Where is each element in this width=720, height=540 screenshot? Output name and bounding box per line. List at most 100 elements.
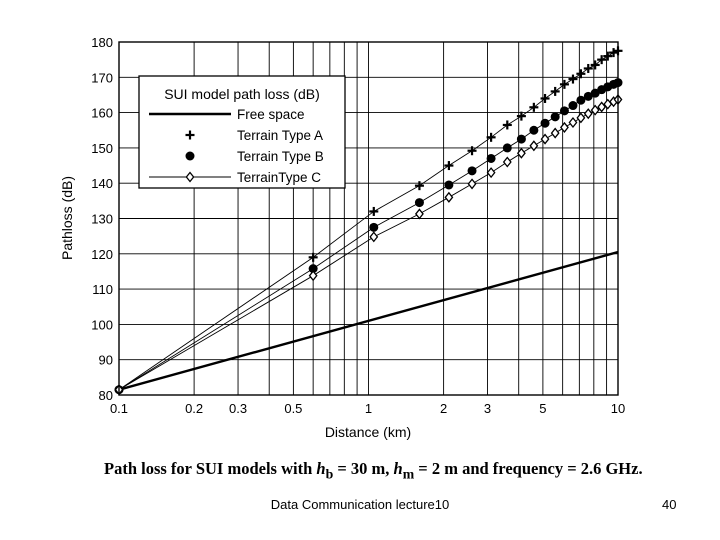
- caption-hm-symbol: h: [393, 459, 403, 478]
- caption-hm-value: = 2 m and frequency = 2.6 GHz.: [414, 459, 643, 478]
- legend-entry-terraintype-c: TerrainType C: [149, 170, 321, 185]
- x-tick-label: 1: [365, 401, 372, 416]
- y-axis-label: Pathloss (dB): [59, 176, 75, 260]
- diamond-marker: [516, 147, 526, 159]
- legend-label: Terrain Type B: [237, 149, 324, 164]
- plus-marker: [583, 63, 593, 73]
- circle-marker: [540, 118, 550, 128]
- caption-hb-value: = 30 m,: [333, 459, 394, 478]
- y-tick-label: 100: [91, 317, 113, 332]
- diamond-marker: [369, 231, 379, 243]
- plus-marker: [529, 102, 539, 112]
- y-tick-label: 150: [91, 141, 113, 156]
- legend-label: Terrain Type A: [237, 128, 323, 143]
- legend-box: [138, 75, 346, 189]
- x-axis-label: Distance (km): [325, 424, 411, 440]
- plus-marker: [576, 69, 586, 79]
- diamond-marker: [444, 191, 454, 203]
- caption-hm-subscript: m: [402, 466, 415, 482]
- legend-entry-terrain-type-b: Terrain Type B: [185, 149, 324, 164]
- plus-marker: [185, 130, 195, 140]
- plus-marker: [516, 111, 526, 121]
- plus-marker: [540, 93, 550, 103]
- figure-caption: Path loss for SUI models with hb = 30 m,…: [104, 459, 704, 482]
- pathloss-chart: 0.1 0.2 0.3 0.5 1 2 3 5 10 80 90 100 110 120 130 140 150…: [59, 35, 625, 440]
- legend-entry-terrain-type-a: Terrain Type A: [185, 128, 323, 143]
- diamond-marker: [576, 112, 586, 124]
- diamond-marker: [308, 270, 318, 282]
- y-tick-label: 80: [99, 388, 113, 403]
- plus-marker: [308, 252, 318, 262]
- circle-marker: [576, 95, 586, 105]
- legend-entry-free-space: Free space: [149, 107, 305, 122]
- x-tick-label: 2: [440, 401, 447, 416]
- x-tick-label: 5: [539, 401, 546, 416]
- y-tick-label: 140: [91, 176, 113, 191]
- y-tick-label: 110: [92, 282, 113, 297]
- circle-marker: [529, 125, 539, 135]
- circle-marker: [583, 91, 593, 101]
- circle-marker: [444, 180, 454, 190]
- diamond-marker: [467, 178, 477, 190]
- y-tick-label: 180: [91, 35, 113, 50]
- series-terraintype-c: [114, 93, 623, 396]
- plus-marker: [568, 74, 578, 84]
- plus-marker: [369, 206, 379, 216]
- plus-marker: [559, 79, 569, 89]
- x-tick-label: 0.5: [284, 401, 302, 416]
- legend-title: SUI model path loss (dB): [164, 86, 320, 102]
- legend-label: Free space: [237, 107, 305, 122]
- plus-marker: [603, 51, 613, 61]
- legend: SUI model path loss (dB) Free space Terrai…: [138, 75, 346, 189]
- circle-marker: [185, 151, 195, 161]
- x-tick-label: 10: [611, 401, 625, 416]
- caption-prefix: Path loss for SUI models with: [104, 459, 317, 478]
- series-line-free-space: [118, 250, 619, 391]
- y-tick-label: 170: [91, 70, 113, 85]
- legend-label: TerrainType C: [237, 170, 321, 185]
- circle-marker: [516, 134, 526, 144]
- plus-marker: [467, 146, 477, 156]
- diamond-marker: [540, 133, 550, 145]
- circle-marker: [502, 143, 512, 153]
- diamond-marker: [502, 156, 512, 168]
- diamond-marker: [486, 167, 496, 179]
- circle-marker: [414, 198, 424, 208]
- diamond-marker: [414, 208, 424, 220]
- circle-marker: [568, 101, 578, 111]
- y-tick-label: 130: [91, 212, 113, 227]
- page-number: 40: [662, 497, 677, 512]
- x-tick-label: 0.3: [229, 401, 247, 416]
- circle-marker: [467, 166, 477, 176]
- data-series: [114, 46, 623, 396]
- diamond-marker: [597, 101, 607, 113]
- diamond-marker: [185, 171, 195, 183]
- plus-marker: [502, 120, 512, 130]
- plus-marker: [486, 132, 496, 142]
- y-tick-label: 160: [91, 106, 113, 121]
- diamond-marker: [529, 140, 539, 152]
- diamond-marker: [590, 104, 600, 116]
- circle-marker: [308, 264, 318, 274]
- caption-hb-subscript: b: [325, 466, 334, 482]
- diamond-marker: [568, 116, 578, 129]
- diamond-marker: [560, 121, 569, 133]
- circle-marker: [559, 106, 569, 116]
- plus-marker: [590, 60, 600, 70]
- plus-marker: [597, 55, 607, 65]
- plot-frame: [118, 41, 619, 396]
- x-tick-label: 0.1: [110, 401, 128, 416]
- footer-lecture-title: Data Communication lecture10: [270, 497, 450, 512]
- tick-labels: 0.1 0.2 0.3 0.5 1 2 3 5 10 80 90 100 110 120 130 140 150…: [91, 35, 625, 416]
- plus-marker: [609, 48, 619, 58]
- x-tick-label: 0.2: [185, 401, 203, 416]
- plus-marker: [414, 181, 424, 191]
- circle-marker: [550, 112, 560, 122]
- circle-marker: [486, 153, 496, 163]
- plus-marker: [550, 86, 560, 96]
- circle-marker: [369, 222, 379, 232]
- diamond-marker: [550, 127, 560, 139]
- y-tick-label: 120: [91, 247, 113, 262]
- caption-hb-symbol: h: [316, 459, 326, 478]
- y-tick-label: 90: [99, 353, 113, 368]
